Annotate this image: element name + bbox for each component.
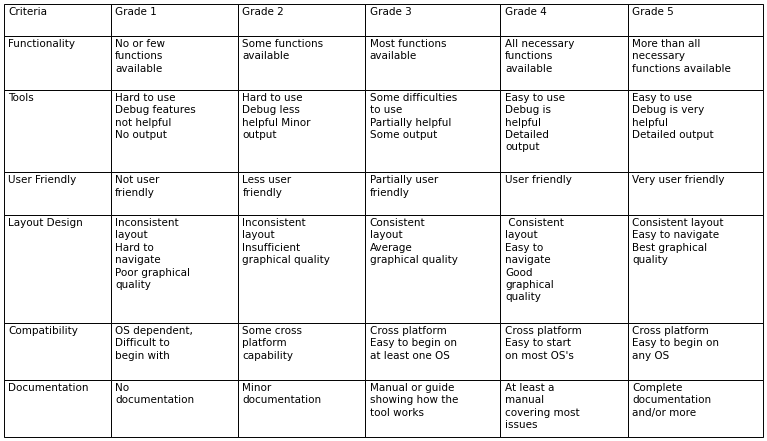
Bar [365, 172, 501, 215]
Text: Minor
documentation: Minor documentation [242, 383, 321, 405]
Bar [365, 323, 501, 380]
Text: OS dependent,
Difficult to
begin with: OS dependent, Difficult to begin with [115, 326, 193, 361]
Text: Consistent
layout
Easy to
navigate
Good
graphical
quality: Consistent layout Easy to navigate Good … [505, 218, 564, 302]
Text: Grade 4: Grade 4 [505, 7, 547, 18]
Bar [501, 36, 627, 90]
Bar [501, 215, 627, 323]
Text: Most functions
available: Most functions available [370, 39, 446, 61]
Text: All necessary
functions
available: All necessary functions available [505, 39, 574, 74]
Bar [4, 4, 110, 36]
Text: User friendly: User friendly [505, 175, 572, 185]
Text: Grade 5: Grade 5 [632, 7, 674, 18]
Text: Partially user
friendly: Partially user friendly [370, 175, 438, 198]
Text: Inconsistent
layout
Insufficient
graphical quality: Inconsistent layout Insufficient graphic… [242, 218, 331, 265]
Bar [365, 90, 501, 172]
Text: Grade 1: Grade 1 [115, 7, 157, 18]
Bar [627, 323, 763, 380]
Text: Documentation: Documentation [8, 383, 89, 393]
Bar [238, 4, 365, 36]
Bar [110, 90, 238, 172]
Bar [365, 36, 501, 90]
Bar [110, 380, 238, 437]
Text: Layout Design: Layout Design [8, 218, 83, 228]
Bar [627, 172, 763, 215]
Text: At least a
manual
covering most
issues: At least a manual covering most issues [505, 383, 580, 430]
Bar [501, 323, 627, 380]
Bar [110, 215, 238, 323]
Bar [110, 4, 238, 36]
Text: Inconsistent
layout
Hard to
navigate
Poor graphical
quality: Inconsistent layout Hard to navigate Poo… [115, 218, 190, 290]
Text: Less user
friendly: Less user friendly [242, 175, 291, 198]
Bar [238, 215, 365, 323]
Bar [238, 36, 365, 90]
Bar [110, 172, 238, 215]
Text: Functionality: Functionality [8, 39, 75, 49]
Text: Grade 2: Grade 2 [242, 7, 284, 18]
Bar [365, 4, 501, 36]
Text: Very user friendly: Very user friendly [632, 175, 725, 185]
Text: Consistent
layout
Average
graphical quality: Consistent layout Average graphical qual… [370, 218, 457, 265]
Text: Not user
friendly: Not user friendly [115, 175, 160, 198]
Bar [501, 4, 627, 36]
Text: Some functions
available: Some functions available [242, 39, 324, 61]
Bar [4, 323, 110, 380]
Bar [4, 215, 110, 323]
Text: Some difficulties
to use
Partially helpful
Some output: Some difficulties to use Partially helpf… [370, 93, 457, 140]
Bar [4, 90, 110, 172]
Text: Manual or guide
showing how the
tool works: Manual or guide showing how the tool wor… [370, 383, 458, 418]
Text: Tools: Tools [8, 93, 35, 103]
Text: Easy to use
Debug is very
helpful
Detailed output: Easy to use Debug is very helpful Detail… [632, 93, 714, 140]
Text: Hard to use
Debug features
not helpful
No output: Hard to use Debug features not helpful N… [115, 93, 196, 140]
Text: Grade 3: Grade 3 [370, 7, 411, 18]
Bar [238, 380, 365, 437]
Bar [110, 36, 238, 90]
Bar [110, 323, 238, 380]
Bar [627, 36, 763, 90]
Text: Easy to use
Debug is
helpful
Detailed
output: Easy to use Debug is helpful Detailed ou… [505, 93, 565, 153]
Bar [365, 380, 501, 437]
Bar [501, 380, 627, 437]
Bar [627, 380, 763, 437]
Text: Criteria: Criteria [8, 7, 48, 18]
Bar [238, 90, 365, 172]
Bar [4, 380, 110, 437]
Text: Cross platform
Easy to begin on
any OS: Cross platform Easy to begin on any OS [632, 326, 719, 361]
Bar [501, 90, 627, 172]
Bar [501, 172, 627, 215]
Bar [627, 4, 763, 36]
Bar [4, 36, 110, 90]
Bar [365, 215, 501, 323]
Bar [627, 90, 763, 172]
Bar [238, 172, 365, 215]
Text: More than all
necessary
functions available: More than all necessary functions availa… [632, 39, 731, 74]
Text: Compatibility: Compatibility [8, 326, 78, 336]
Text: Complete
documentation
and/or more: Complete documentation and/or more [632, 383, 712, 418]
Bar [4, 172, 110, 215]
Text: No or few
functions
available: No or few functions available [115, 39, 165, 74]
Bar [627, 215, 763, 323]
Text: Cross platform
Easy to start
on most OS's: Cross platform Easy to start on most OS'… [505, 326, 582, 361]
Text: Consistent layout
Easy to navigate
Best graphical
quality: Consistent layout Easy to navigate Best … [632, 218, 724, 265]
Text: Cross platform
Easy to begin on
at least one OS: Cross platform Easy to begin on at least… [370, 326, 456, 361]
Text: No
documentation: No documentation [115, 383, 194, 405]
Bar [238, 323, 365, 380]
Text: Some cross
platform
capability: Some cross platform capability [242, 326, 302, 361]
Text: User Friendly: User Friendly [8, 175, 77, 185]
Text: Hard to use
Debug less
helpful Minor
output: Hard to use Debug less helpful Minor out… [242, 93, 311, 140]
